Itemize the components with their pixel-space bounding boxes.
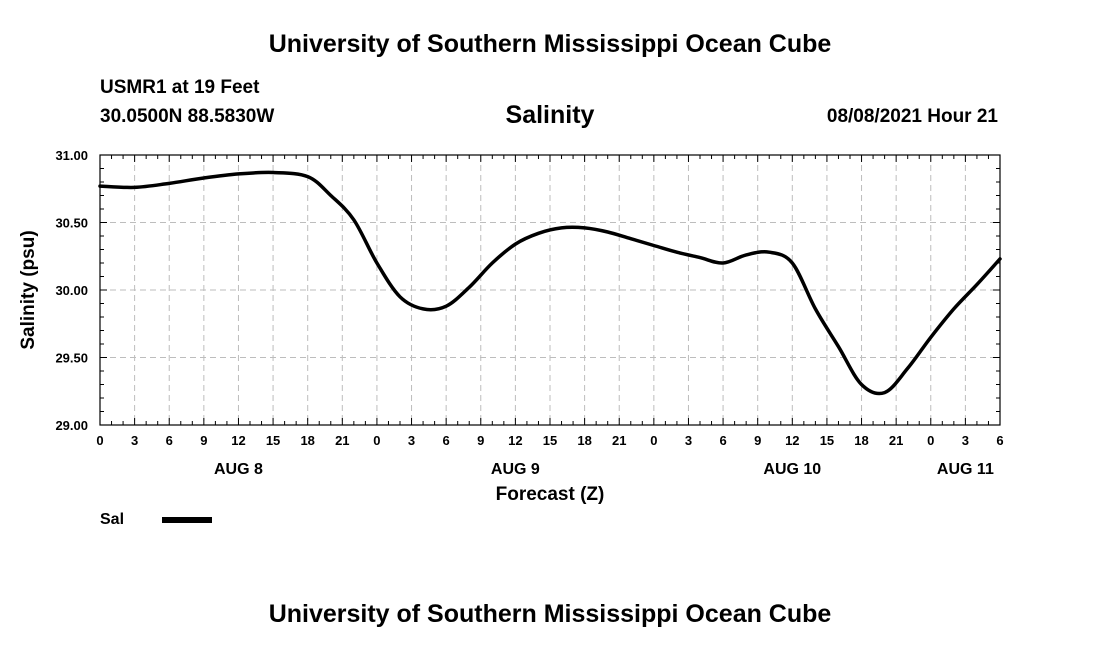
- chart-title: Salinity: [505, 101, 595, 129]
- x-tick-label: 18: [300, 433, 314, 448]
- x-tick-label: 12: [508, 433, 522, 448]
- x-tick-label: 6: [443, 433, 450, 448]
- footer-title: University of Southern Mississippi Ocean…: [268, 600, 832, 628]
- x-tick-label: 15: [820, 433, 834, 448]
- x-day-label: AUG 9: [491, 461, 540, 478]
- y-tick-label: 31.00: [55, 148, 88, 163]
- x-tick-label: 0: [927, 433, 934, 448]
- x-tick-label: 6: [719, 433, 726, 448]
- y-tick-label: 30.00: [55, 283, 88, 298]
- x-axis-label: Forecast (Z): [496, 484, 605, 505]
- x-day-label: AUG 11: [937, 461, 994, 478]
- x-tick-label: 6: [166, 433, 173, 448]
- x-tick-label: 3: [962, 433, 969, 448]
- x-tick-label: 18: [577, 433, 591, 448]
- x-tick-label: 21: [612, 433, 626, 448]
- x-tick-label: 6: [996, 433, 1003, 448]
- station-label: USMR1 at 19 Feet: [100, 77, 260, 98]
- y-tick-label: 30.50: [55, 216, 88, 231]
- x-day-label: AUG 8: [214, 461, 263, 478]
- coordinates-label: 30.0500N 88.5830W: [100, 106, 275, 127]
- x-tick-label: 15: [266, 433, 280, 448]
- x-tick-label: 0: [373, 433, 380, 448]
- x-tick-label: 9: [754, 433, 761, 448]
- y-axis-label: Salinity (psu): [18, 230, 39, 349]
- x-tick-label: 21: [335, 433, 349, 448]
- x-tick-label: 15: [543, 433, 557, 448]
- x-tick-label: 3: [408, 433, 415, 448]
- series-line-sal: [98, 170, 1002, 396]
- x-tick-label: 12: [231, 433, 245, 448]
- y-tick-label: 29.00: [55, 418, 88, 433]
- x-tick-label: 0: [650, 433, 657, 448]
- x-day-label: AUG 10: [763, 461, 821, 478]
- x-tick-label: 12: [785, 433, 799, 448]
- timestamp-label: 08/08/2021 Hour 21: [826, 106, 998, 127]
- x-tick-label: 9: [200, 433, 207, 448]
- header-title: University of Southern Mississippi Ocean…: [268, 30, 832, 58]
- x-tick-label: 21: [889, 433, 903, 448]
- x-tick-label: 18: [854, 433, 868, 448]
- x-tick-label: 0: [96, 433, 103, 448]
- x-tick-label: 3: [131, 433, 138, 448]
- legend-label: Sal: [100, 511, 124, 528]
- x-tick-label: 9: [477, 433, 484, 448]
- y-tick-label: 29.50: [55, 351, 88, 366]
- x-tick-label: 3: [685, 433, 692, 448]
